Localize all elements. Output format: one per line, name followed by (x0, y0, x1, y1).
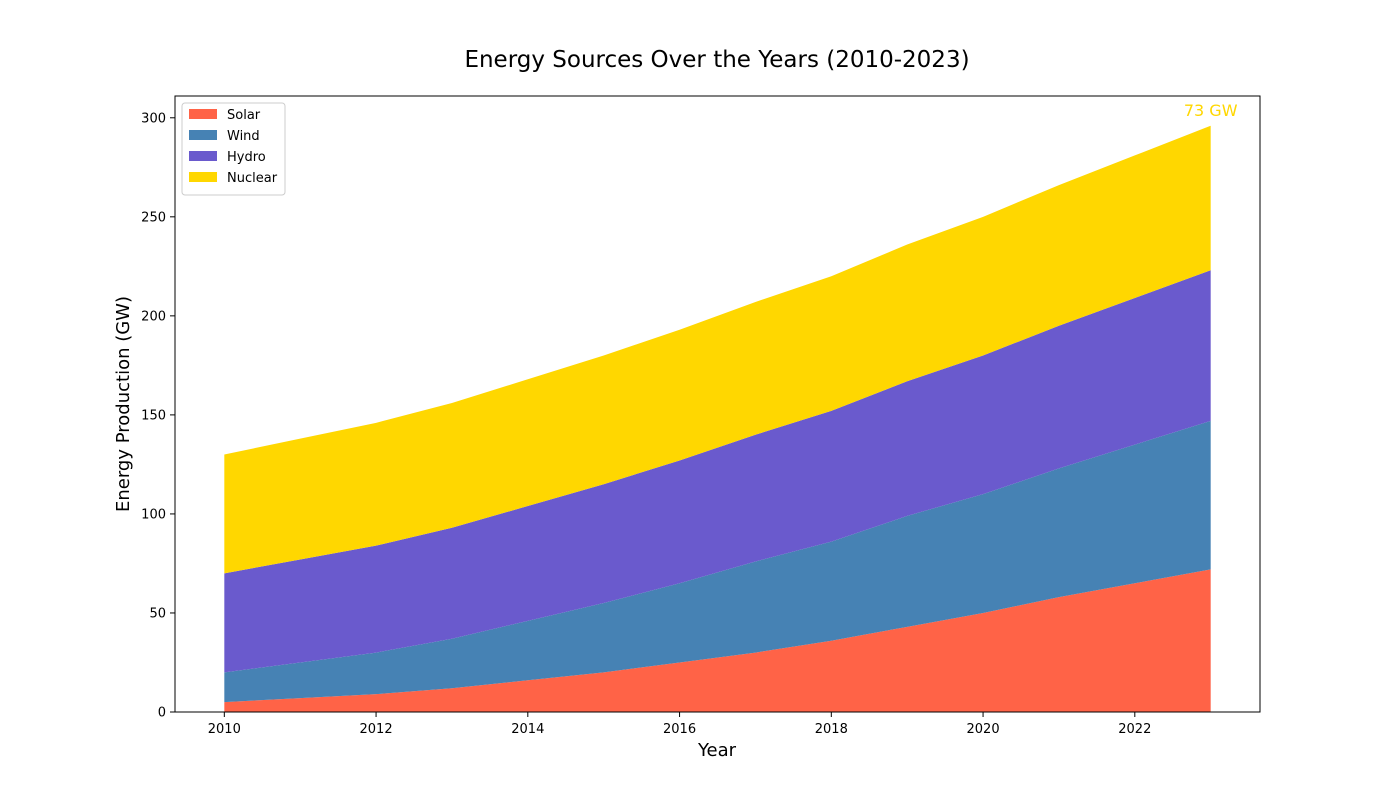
area-nuclear (224, 125, 1211, 574)
y-tick-label: 50 (149, 606, 166, 621)
legend-label-wind: Wind (227, 129, 260, 144)
series-areas (224, 125, 1211, 712)
y-tick-label: 100 (141, 507, 166, 522)
x-tick-label: 2010 (208, 722, 241, 737)
x-tick-label: 2016 (663, 722, 696, 737)
y-axis-ticks: 0 50 100 150 200 250 300 (141, 111, 175, 721)
area-solar (224, 569, 1211, 712)
x-tick-label: 2018 (815, 722, 848, 737)
x-axis-ticks: 2010 2012 2014 2016 2018 2020 2022 (208, 712, 1151, 737)
x-tick-label: 2014 (511, 722, 544, 737)
legend-label-hydro: Hydro (227, 150, 266, 165)
legend-swatch-solar (189, 109, 217, 119)
legend-label-solar: Solar (227, 108, 261, 123)
area-wind (224, 420, 1211, 703)
legend-swatch-wind (189, 130, 217, 140)
y-axis-title: Energy Production (GW) (113, 296, 134, 512)
y-tick-label: 150 (141, 408, 166, 423)
y-tick-label: 300 (141, 111, 166, 126)
y-tick-label: 200 (141, 309, 166, 324)
legend-swatch-hydro (189, 151, 217, 161)
chart-title: Energy Sources Over the Years (2010-2023… (464, 47, 969, 73)
y-tick-label: 250 (141, 210, 166, 225)
axes-frame (174, 95, 1261, 713)
legend-swatch-nuclear (189, 172, 217, 182)
x-tick-label: 2020 (967, 722, 1000, 737)
x-axis-title: Year (697, 740, 737, 761)
annotation-label: 73 GW (1184, 101, 1238, 120)
y-tick-label: 0 (158, 706, 166, 721)
annotations: 73 GW (1184, 101, 1238, 120)
legend-label-nuclear: Nuclear (227, 171, 278, 186)
legend: Solar Wind Hydro Nuclear (181, 102, 286, 196)
x-tick-label: 2012 (360, 722, 393, 737)
x-tick-label: 2022 (1118, 722, 1151, 737)
area-hydro (224, 270, 1211, 673)
